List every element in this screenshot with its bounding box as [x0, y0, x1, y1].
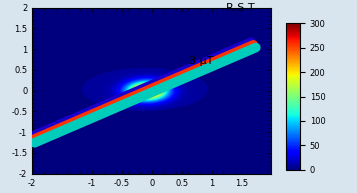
Text: 3 μT: 3 μT [189, 56, 213, 66]
Text: R S T: R S T [226, 3, 255, 13]
